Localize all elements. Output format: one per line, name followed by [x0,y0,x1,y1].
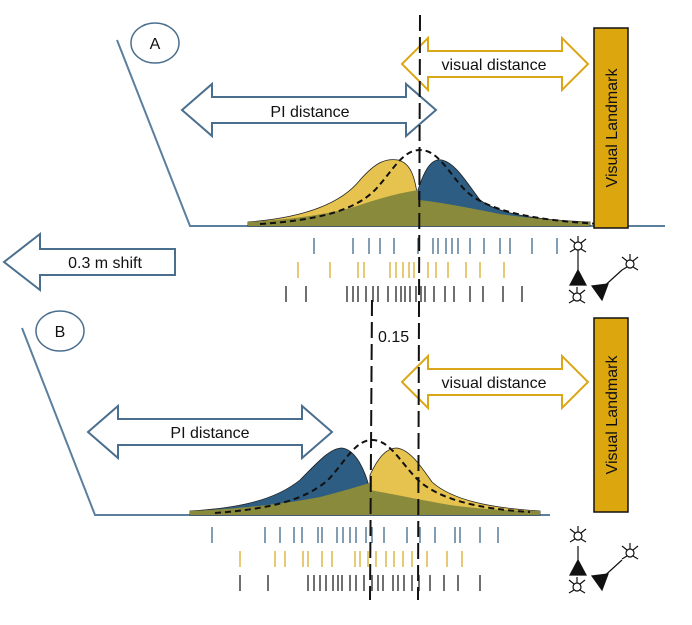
neuron-icon [621,254,639,271]
spike-row-blue [211,527,499,543]
panel-a-visual-distance-arrow [400,35,590,93]
shift-arrow-label: 0.3 m shift [68,255,142,272]
triangle-icon [590,283,609,302]
panel-a-visual-landmark [593,27,629,229]
neuron-icon [568,577,586,594]
panel-b-visual-distance-label: visual distance [442,375,547,392]
panel-b-pi-distance-label: PI distance [170,425,249,442]
panel-a-label-circle [130,22,180,64]
triangle-icon [590,573,609,592]
spike-row-black [239,575,481,591]
panel-a-pi-distance-arrow [180,81,438,139]
neuron-icon [569,526,587,543]
panel-b-pi-distance-arrow [86,403,334,461]
panel-b-visual-distance-arrow [400,353,590,411]
panel-a-spike-rasters [285,238,558,302]
panel-b-overlap-right [370,490,540,515]
panel-b-visual-landmark [593,317,629,513]
triangle-icon [569,558,587,576]
annotation-value: 0.15 [378,329,409,346]
panel-b-overlap-left [190,483,370,515]
shift-arrow-shape [2,231,176,293]
neuron-icon [621,543,639,560]
peak-line-a [417,14,421,601]
spike-row-yellow [297,262,505,278]
annotation-background [374,324,414,346]
neuron-group-b [568,526,639,594]
panel-b: B PI distance visual distance Visual Lan… [21,310,629,516]
panel-b-spike-rasters [211,527,499,591]
panel-b-visual-landmark-label: Visual Landmark [604,355,621,475]
panel-a-pi-distance-label: PI distance [270,104,349,121]
spike-row-yellow [239,551,463,567]
panel-a-overlap-left [248,190,418,226]
panel-a: A PI distance visual distance Visual Lan… [116,22,665,229]
triangle-icon [569,268,587,286]
spike-row-black [285,286,523,302]
spike-row-blue [313,238,558,254]
peak-line-b [369,299,373,601]
panel-b-label-circle [35,310,85,352]
neuron-group-a [568,236,639,304]
panel-a-visual-distance-label: visual distance [442,57,547,74]
panel-b-label: B [55,324,66,341]
neuron-icon [568,287,586,304]
panel-a-visual-landmark-label: Visual Landmark [604,68,621,188]
neuron-icon [569,236,587,256]
shift-arrow: 0.3 m shift [2,231,176,293]
panel-a-label: A [150,36,161,53]
